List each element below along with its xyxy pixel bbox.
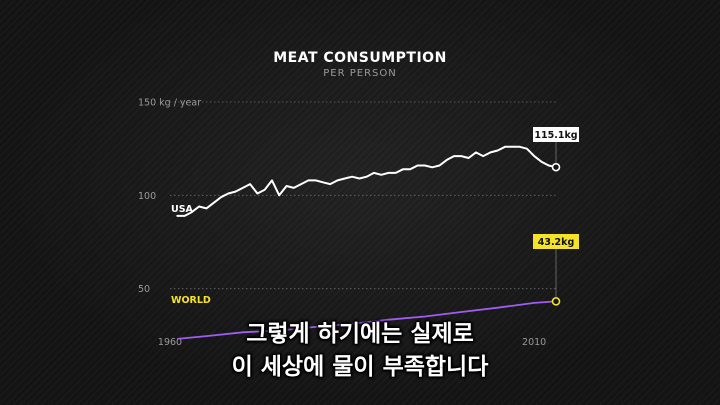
x-tick-label: 1960 xyxy=(158,337,182,348)
x-tick-label: 2010 xyxy=(522,337,546,348)
label-layer: 115.1kg 43.2kg USA WORLD xyxy=(171,127,579,306)
world-end-label-text: 43.2kg xyxy=(538,237,575,248)
usa-end-label-text: 115.1kg xyxy=(534,130,577,141)
subtitle-line-2: 이 세상에 물이 부족합니다 xyxy=(231,354,489,380)
y-tick-label: 50 xyxy=(138,284,150,295)
usa-end-marker xyxy=(551,162,561,172)
y-tick-label: 100 xyxy=(138,191,156,202)
video-subtitle: 그렇게 하기에는 실제로 이 세상에 물이 부족합니다 xyxy=(0,318,720,384)
world-series-line xyxy=(177,300,557,340)
usa-series-line xyxy=(176,145,557,217)
tick-layer: 150 kg / year 100 50 1960 2010 xyxy=(138,98,546,349)
chart-title: MEAT CONSUMPTION xyxy=(273,50,447,66)
chart-subtitle: PER PERSON xyxy=(323,68,397,79)
usa-end-label-box xyxy=(533,127,579,142)
series-layer xyxy=(176,145,561,340)
y-tick-label: 150 kg / year xyxy=(138,98,201,109)
world-end-marker xyxy=(551,297,561,306)
grid-layer xyxy=(170,101,556,290)
world-end-label-box xyxy=(533,234,579,249)
usa-series-label: USA xyxy=(171,204,194,215)
subtitle-line-1: 그렇게 하기에는 실제로 xyxy=(246,321,474,347)
world-series-label: WORLD xyxy=(171,295,211,306)
